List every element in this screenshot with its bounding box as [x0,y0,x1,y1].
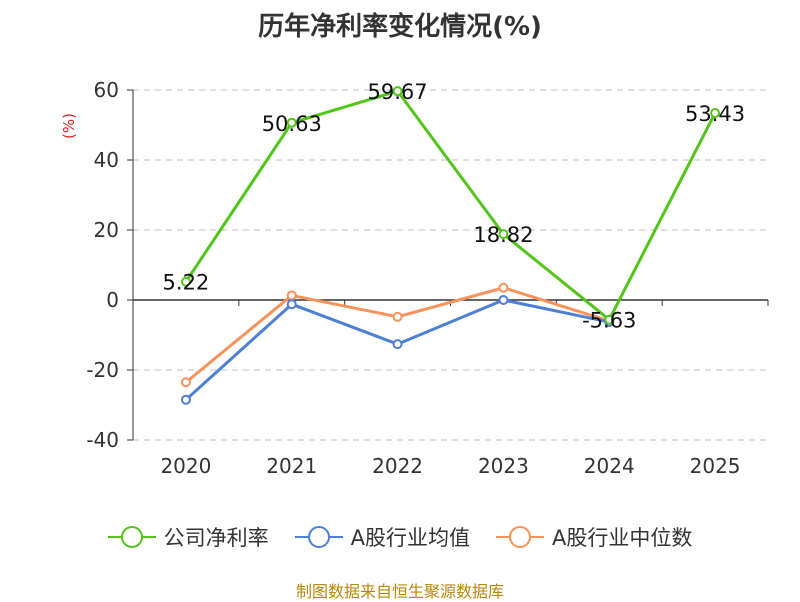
data-point [498,282,509,293]
data-point [498,295,509,305]
x-tick-label: 2023 [478,454,529,478]
data-point [710,107,721,118]
series-line [184,286,610,384]
legend: 公司净利率 A股行业均值 A股行业中位数 [0,520,800,554]
x-tick-label: 2025 [690,454,741,478]
chart-title: 历年净利率变化情况(%) [258,12,542,42]
data-point [498,229,509,240]
y-axis-label: (%) [60,113,78,139]
y-tick-label: 0 [106,288,119,312]
data-point [180,377,191,388]
y-tick-label: 60 [94,78,119,102]
legend-marker-icon [294,525,343,549]
y-tick-label: 20 [94,218,119,242]
data-label: 50.63 [262,112,322,136]
legend-marker-icon [496,525,544,549]
series-line [184,89,717,322]
data-label: 59.67 [368,80,428,104]
legend-item[interactable]: A股行业均值 [294,522,470,552]
data-label: -5.63 [582,309,636,333]
data-point [286,299,297,310]
x-tick-label: 2022 [372,454,423,478]
x-tick-label: 2021 [266,454,317,478]
data-point [180,276,191,287]
x-tick-label: 2024 [584,454,635,478]
data-point [180,394,191,405]
legend-item[interactable]: A股行业中位数 [496,522,692,552]
data-label: 53.43 [685,102,745,126]
legend-item[interactable]: 公司净利率 [107,522,269,552]
data-point [286,117,297,128]
data-label: 5.22 [163,271,210,295]
data-point [392,86,403,97]
data-label: 18.82 [473,223,533,247]
legend-label: A股行业中位数 [552,526,693,550]
source-note: 制图数据来自恒生聚源数据库 [295,582,504,601]
y-tick-label: -40 [86,428,119,452]
data-point [392,339,403,350]
legend-label: A股行业均值 [350,526,470,550]
y-tick-label: 40 [94,148,119,172]
data-point [286,290,297,301]
data-point [392,311,403,322]
legend-marker-icon [107,525,156,549]
legend-label: 公司净利率 [163,526,269,550]
y-tick-label: -20 [86,358,119,382]
x-tick-label: 2020 [160,454,211,478]
data-point [604,314,615,325]
